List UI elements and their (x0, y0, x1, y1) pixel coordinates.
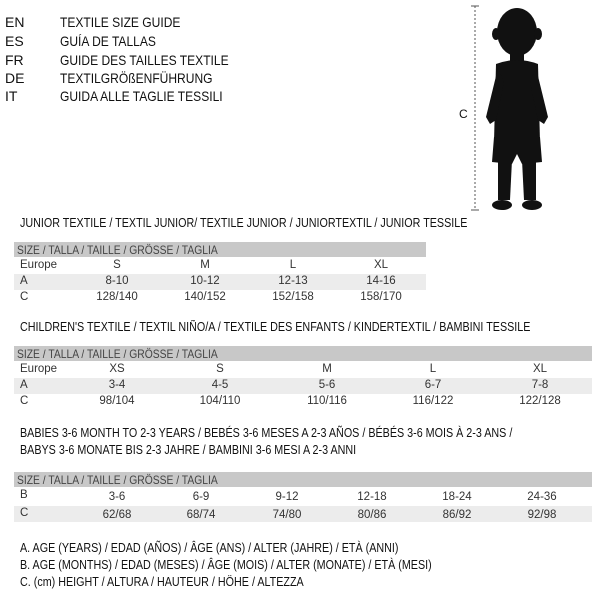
lang-title: GUIDE DES TAILLES TEXTILE (60, 52, 229, 68)
row-label: B (20, 489, 28, 501)
row-label: C (20, 291, 29, 303)
table-cell: 68/74 (186, 509, 216, 521)
table-cell: 128/140 (96, 291, 138, 303)
lang-code: ES (5, 33, 24, 49)
table-cell: 158/170 (360, 291, 402, 303)
size-header-bar: SIZE / TALLA / TAILLE / GRÖSSE / TAGLIA (14, 242, 426, 257)
legend-b: B. AGE (MONTHS) / EDAD (MESES) / ÂGE (MO… (20, 558, 432, 572)
table-cell: 116/122 (412, 395, 454, 407)
table-cell: S (216, 363, 224, 375)
table-title-babies: BABIES 3-6 MONTH TO 2-3 YEARS / BEBÉS 3-… (20, 426, 513, 440)
measure-label: C (459, 107, 468, 121)
table-cell: 122/128 (519, 395, 561, 407)
table-cell: 3-6 (108, 491, 126, 503)
table-cell: 6-9 (192, 491, 210, 503)
table-cell: 98/104 (99, 395, 135, 407)
size-header-bar: SIZE / TALLA / TAILLE / GRÖSSE / TAGLIA (14, 346, 592, 361)
table-cell: 86/92 (442, 509, 472, 521)
row-label: C (20, 507, 29, 519)
row-label: Europe (20, 259, 58, 271)
lang-code: EN (5, 14, 25, 30)
table-cell: 74/80 (272, 509, 302, 521)
row-label: A (20, 379, 28, 391)
table-cell: M (322, 363, 332, 375)
legend-c: C. (cm) HEIGHT / ALTURA / HAUTEUR / HÖHE… (20, 575, 304, 589)
table-cell: 80/86 (357, 509, 387, 521)
table-title-junior: JUNIOR TEXTILE / TEXTIL JUNIOR/ TEXTILE … (20, 216, 468, 230)
table-cell: XL (532, 363, 548, 375)
table-cell: 62/68 (102, 509, 132, 521)
table-cell: 104/110 (199, 395, 241, 407)
table-cell: 24-36 (527, 491, 557, 503)
child-silhouette-icon (471, 5, 548, 211)
table-cell: 12-18 (357, 491, 387, 503)
row-shade (14, 506, 592, 522)
lang-title: TEXTILGRÖßENFÜHRUNG (60, 70, 213, 86)
table-cell: 3-4 (108, 379, 126, 391)
lang-code: DE (5, 70, 25, 86)
table-cell: 92/98 (527, 509, 557, 521)
lang-code: IT (5, 88, 18, 104)
table-cell: L (289, 259, 297, 271)
row-label: Europe (20, 363, 58, 375)
lang-title: TEXTILE SIZE GUIDE (60, 14, 181, 30)
table-cell: XS (109, 363, 125, 375)
table-cell: L (429, 363, 437, 375)
legend-a: A. AGE (YEARS) / EDAD (AÑOS) / ÂGE (ANS)… (20, 541, 399, 555)
table-cell: 6-7 (424, 379, 442, 391)
lang-title: GUIDA ALLE TAGLIE TESSILI (60, 88, 223, 104)
table-cell: 8-10 (105, 275, 129, 287)
table-cell: M (200, 259, 210, 271)
table-cell: 9-12 (275, 491, 299, 503)
table-cell: 10-12 (190, 275, 220, 287)
row-shade (14, 378, 592, 394)
table-cell: 140/152 (184, 291, 226, 303)
table-cell: 110/116 (307, 395, 347, 407)
table-title-children: CHILDREN'S TEXTILE / TEXTIL NIÑO/A / TEX… (20, 320, 531, 334)
table-cell: 5-6 (318, 379, 336, 391)
table-cell: 14-16 (366, 275, 396, 287)
row-label: A (20, 275, 28, 287)
table-cell: XL (373, 259, 389, 271)
table-cell: 4-5 (211, 379, 229, 391)
table-cell: 18-24 (442, 491, 472, 503)
table-cell: 12-13 (278, 275, 308, 287)
table-cell: S (113, 259, 121, 271)
table-cell: 7-8 (531, 379, 549, 391)
row-shade (14, 274, 426, 290)
table-cell: 152/158 (272, 291, 314, 303)
table-title-babies-line2: BABYS 3-6 MONATE BIS 2-3 JAHRE / BAMBINI… (20, 443, 357, 457)
row-label: C (20, 395, 29, 407)
size-header-bar: SIZE / TALLA / TAILLE / GRÖSSE / TAGLIA (14, 472, 592, 487)
lang-title: GUÍA DE TALLAS (60, 33, 156, 49)
lang-code: FR (5, 52, 24, 68)
